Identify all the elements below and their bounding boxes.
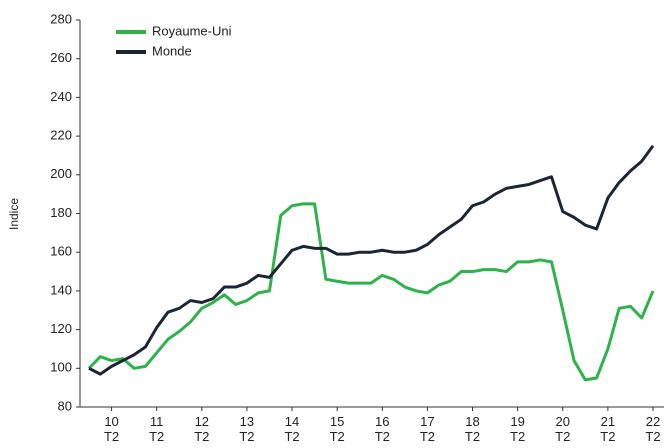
y-tick-label: 160 — [50, 244, 72, 259]
x-tick-label: 18 T2 — [465, 414, 480, 444]
y-tick-label: 120 — [50, 321, 72, 336]
x-tick-label: 11 T2 — [149, 414, 164, 444]
x-tick-label: 14 T2 — [284, 414, 299, 444]
y-tick-label: 140 — [50, 282, 72, 297]
y-tick-label: 260 — [50, 50, 72, 65]
y-tick-label: 200 — [50, 166, 72, 181]
x-tick-label: 15 T2 — [330, 414, 345, 444]
x-tick-label: 21 T2 — [600, 414, 615, 444]
y-tick-label: 220 — [50, 128, 72, 143]
legend-label: Monde — [152, 43, 192, 58]
y-tick-label: 100 — [50, 360, 72, 375]
y-tick-label: 80 — [58, 398, 72, 413]
legend-label: Royaume-Uni — [152, 23, 232, 38]
line — [88, 144, 655, 376]
x-tick-label: 16 T2 — [375, 414, 390, 444]
x-tick-label: 13 T2 — [239, 414, 254, 444]
y-tick-label: 240 — [50, 89, 72, 104]
line — [87, 202, 655, 382]
x-tick-label: 19 T2 — [510, 414, 525, 444]
x-tick-label: 22 T2 — [645, 414, 660, 444]
y-tick-label: 280 — [50, 11, 72, 26]
x-tick-label: 17 T2 — [420, 414, 435, 444]
y-tick-label: 180 — [50, 205, 72, 220]
x-tick-label: 10 T2 — [104, 414, 119, 444]
x-tick-label: 12 T2 — [194, 414, 209, 444]
y-axis-label: Indice — [7, 198, 21, 230]
x-tick-label: 20 T2 — [555, 414, 570, 444]
